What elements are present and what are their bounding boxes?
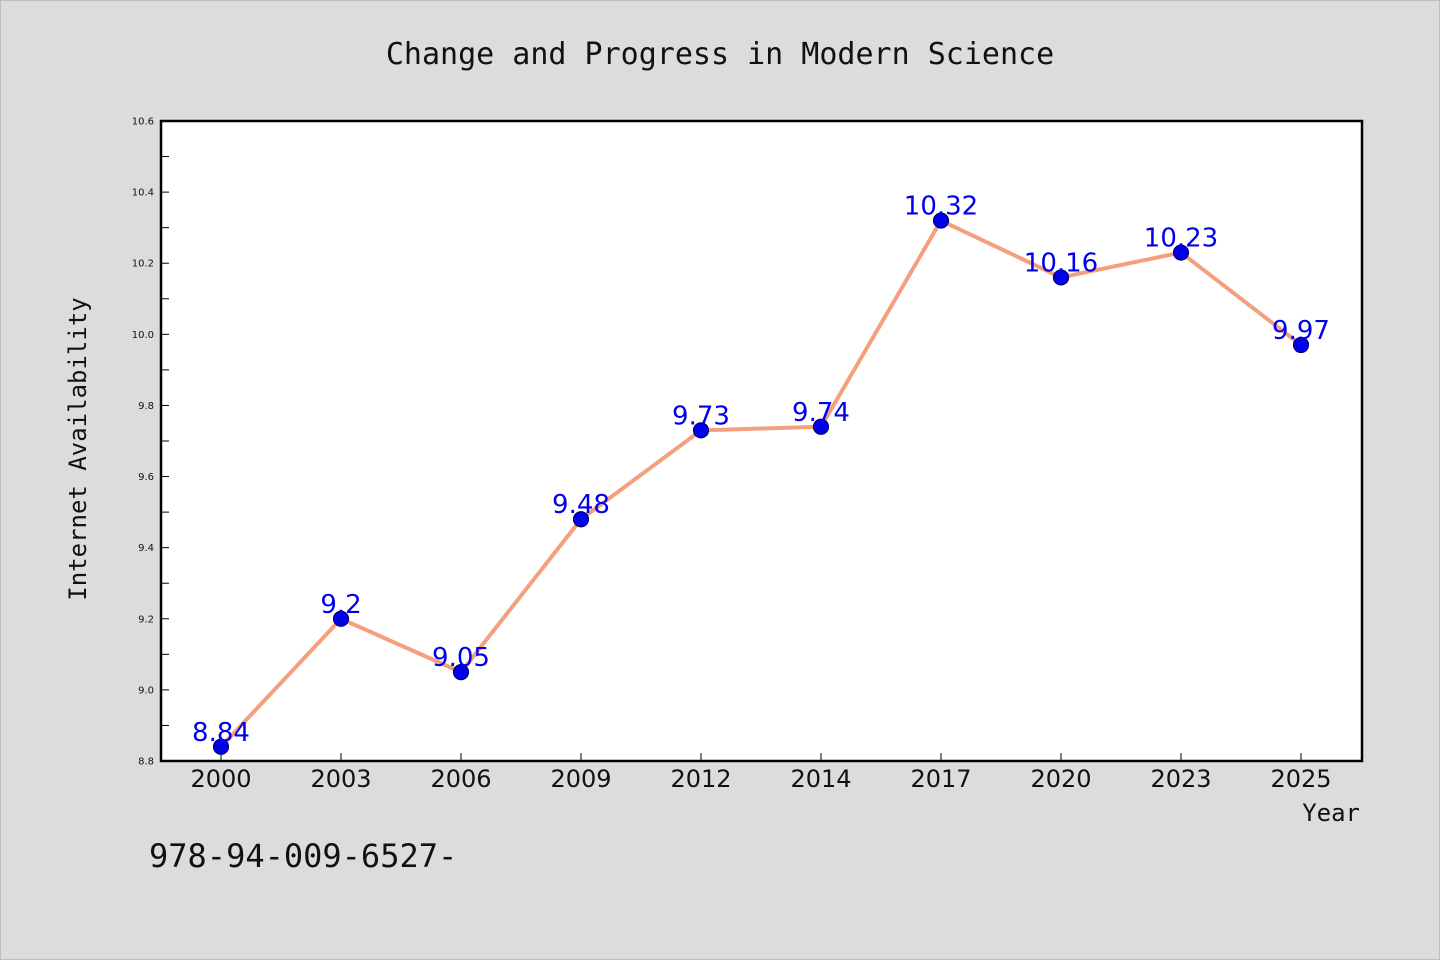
x-tick-label: 2009 — [550, 765, 611, 793]
plot-frame — [159, 119, 1364, 763]
data-point — [452, 664, 470, 681]
data-point — [1172, 244, 1190, 261]
y-tick-label: 9.2 — [138, 614, 154, 625]
data-label: 9.74 — [792, 398, 850, 428]
chart-title: Change and Progress in Modern Science — [386, 37, 1054, 72]
y-tick-label: 10.6 — [132, 117, 154, 128]
data-label: 10.23 — [1144, 224, 1218, 254]
y-axis: 8.8 9.0 9.2 9.4 9.6 9.8 10.0 10.2 10.4 10.6 — [132, 117, 169, 768]
x-tick-label: 2014 — [790, 765, 851, 793]
data-label: 10.32 — [904, 192, 978, 222]
data-point — [1052, 269, 1070, 286]
x-tick-label: 2025 — [1270, 765, 1331, 793]
y-axis-label: Internet Availability — [64, 297, 92, 600]
x-tick-label: 2006 — [430, 765, 491, 793]
data-label: 9.2 — [320, 590, 361, 620]
data-point — [212, 738, 230, 755]
series: 8.84 9.2 9.05 9.48 9.73 9.74 10.32 10.16 10.23 9.… — [192, 192, 1330, 755]
x-axis-label: Year — [1302, 799, 1360, 827]
data-point — [932, 212, 950, 229]
isbn-footer: 978-94-009-6527- — [149, 837, 457, 875]
data-label: 9.73 — [672, 401, 730, 431]
y-tick-label: 9.8 — [138, 401, 154, 412]
y-tick-label: 10.0 — [132, 330, 154, 341]
x-tick-label: 2012 — [670, 765, 731, 793]
y-tick-label: 10.4 — [132, 188, 154, 199]
plot-area — [161, 121, 1362, 761]
y-tick-label: 9.4 — [138, 543, 154, 554]
data-point — [812, 418, 830, 435]
x-tick-label: 2020 — [1030, 765, 1091, 793]
y-tick-label: 9.6 — [138, 472, 154, 483]
y-tick-label: 8.8 — [138, 757, 154, 768]
data-label: 9.05 — [432, 643, 490, 673]
x-tick-label: 2017 — [910, 765, 971, 793]
x-tick-label: 2023 — [1150, 765, 1211, 793]
y-tick-label: 10.2 — [132, 259, 154, 270]
data-label: 10.16 — [1024, 248, 1098, 278]
data-label: 9.48 — [552, 490, 610, 520]
data-point — [332, 610, 350, 627]
data-label: 8.84 — [192, 718, 250, 748]
data-label: 9.97 — [1272, 316, 1330, 346]
x-tick-label: 2003 — [310, 765, 371, 793]
data-point — [572, 511, 590, 528]
data-point — [692, 422, 710, 439]
y-tick-label: 9.0 — [138, 685, 154, 696]
data-point — [1292, 336, 1310, 354]
series-line — [219, 218, 1303, 749]
x-tick-label: 2000 — [190, 765, 251, 793]
x-axis: 2000 2003 2006 2009 2012 2014 2017 2020 2023 2025 — [190, 753, 1332, 793]
